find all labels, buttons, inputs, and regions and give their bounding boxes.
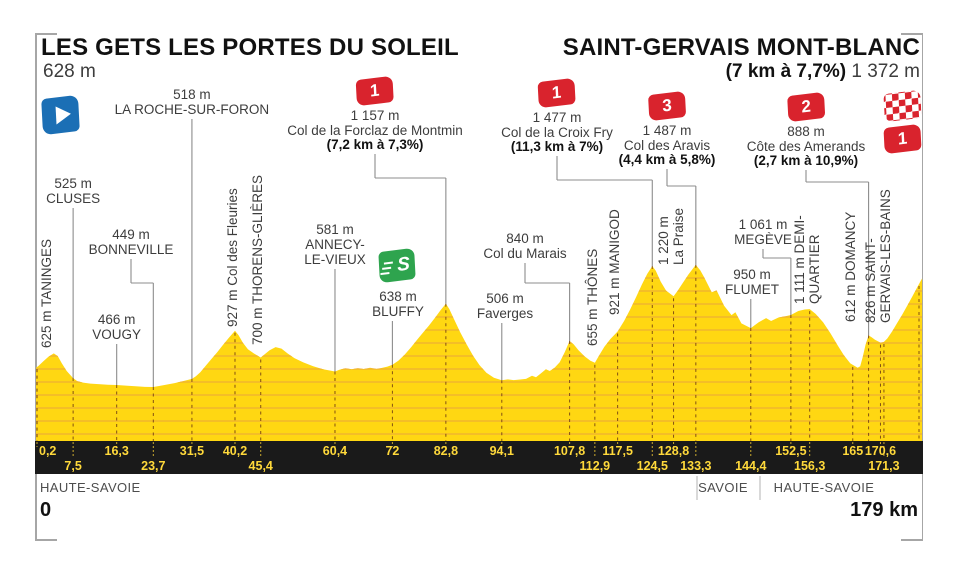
frame-left-line bbox=[35, 33, 37, 540]
climb-stats: (11,3 km à 7%) bbox=[510, 139, 604, 154]
waypoint-label-faverges: 506 m Faverges bbox=[476, 291, 534, 321]
climb-category-badge: 1 bbox=[355, 75, 395, 107]
waypoint-label-flumet: 950 m FLUMET bbox=[725, 267, 779, 297]
waypoint-label-manigod: 921 m MANIGOD bbox=[607, 209, 623, 316]
start-km: 0 bbox=[40, 499, 52, 521]
climb-name: Côte des Amerands bbox=[746, 138, 866, 154]
waypoint-label-la praise: 1 220 m La Praise bbox=[656, 207, 686, 265]
start-altitude: 628 m bbox=[43, 61, 96, 82]
km-tick-label: 144,4 bbox=[735, 458, 767, 473]
km-tick-label: 165 bbox=[842, 444, 864, 458]
waypoint-label-cluses: 525 m CLUSES bbox=[46, 176, 101, 206]
km-tick-label: 107,8 bbox=[553, 444, 586, 458]
climb-altitude: 1 157 m bbox=[350, 108, 400, 123]
km-tick-label: 45,4 bbox=[248, 458, 273, 473]
km-tick-label: 0,2 bbox=[39, 444, 57, 458]
waypoint-label-bonneville: 449 m BONNEVILLE bbox=[88, 227, 174, 257]
frame-bottom-left-tick bbox=[35, 539, 57, 541]
km-tick-label: 133,3 bbox=[680, 458, 712, 473]
sprint-speed-lines bbox=[383, 260, 394, 265]
region-label: HAUTE-SAVOIE bbox=[773, 480, 875, 495]
waypoint-label-vougy: 466 m VOUGY bbox=[92, 312, 142, 342]
waypoint-label-thorens-glières: 700 m THORENS-GLIÈRES bbox=[250, 175, 266, 346]
km-tick-label: 152,5 bbox=[775, 444, 807, 458]
km-tick-label: 171,3 bbox=[868, 458, 900, 473]
km-tick-label: 60,4 bbox=[322, 444, 348, 458]
start-flag-triangle bbox=[55, 104, 72, 125]
start-town-title: LES GETS LES PORTES DU SOLEIL bbox=[41, 34, 459, 61]
waypoint-label-annecy-le-vieux: 581 m ANNECY- LE-VIEUX bbox=[304, 222, 366, 267]
climb-stats: (2,7 km à 10,9%) bbox=[753, 153, 859, 168]
km-tick-label: 16,3 bbox=[104, 444, 129, 458]
climb-category-badge: 2 bbox=[786, 91, 826, 123]
climb-category-badge: 3 bbox=[647, 90, 687, 122]
waypoint-label-col des fleuries: 927 m Col des Fleuries bbox=[224, 187, 240, 327]
finish-altitude: 1 372 m bbox=[851, 61, 920, 82]
waypoint-label-domancy: 612 m DOMANCY bbox=[842, 212, 858, 323]
climb-stats: (7,2 km à 7,3%) bbox=[326, 137, 424, 152]
waypoint-label-megève: 1 061 m MEGÈVE bbox=[734, 217, 792, 247]
finish-climb-category-badge: 1 bbox=[883, 123, 922, 155]
climb-stats: (4,4 km à 5,8%) bbox=[618, 152, 716, 167]
climb-name: Col des Aravis bbox=[623, 137, 711, 153]
km-tick-label: 128,8 bbox=[657, 444, 690, 458]
km-tick-label: 124,5 bbox=[636, 458, 668, 473]
km-tick-label: 82,8 bbox=[433, 444, 459, 458]
finish-markers: 1 bbox=[883, 89, 922, 157]
region-label: HAUTE-SAVOIE bbox=[40, 480, 141, 495]
km-tick-label: 72 bbox=[385, 444, 400, 458]
climb-altitude: 888 m bbox=[787, 124, 825, 139]
climb-name: Col de la Croix Fry bbox=[501, 124, 613, 140]
km-tick-label: 156,3 bbox=[794, 458, 826, 473]
region-label: SAVOIE bbox=[698, 480, 748, 495]
frame-top-left-tick bbox=[35, 33, 57, 35]
waypoint-label-taninges: 625 m TANINGES bbox=[39, 239, 54, 349]
waypoint-label-thônes: 655 m THÔNES bbox=[584, 249, 600, 347]
waypoint-label-demi-quartier: 1 111 m DEMI- QUARTIER bbox=[792, 215, 822, 305]
sprint-s-glyph: S bbox=[396, 252, 411, 276]
climb-altitude: 1 487 m bbox=[642, 123, 692, 138]
profile-area bbox=[36, 264, 923, 441]
waypoint-label-col du marais: 840 m Col du Marais bbox=[483, 231, 567, 261]
km-tick-label: 112,9 bbox=[579, 458, 611, 473]
finish-checkered-flag-icon bbox=[883, 89, 922, 123]
climb-category-badge: 1 bbox=[537, 77, 577, 109]
finish-subheader: (7 km à 7,7%) 1 372 m bbox=[726, 61, 920, 83]
climb-label-côte-des-amerands: 2 888 m Côte des Amerands (2,7 km à 10,9%) bbox=[746, 91, 866, 169]
km-tick-label: 170,6 bbox=[864, 444, 897, 458]
km-tick-label: 94,1 bbox=[489, 444, 514, 458]
frame-top-right-tick bbox=[901, 33, 923, 35]
waypoint-label-la roche-sur-foron: 518 m LA ROCHE-SUR-FORON bbox=[114, 87, 270, 117]
frame-bottom-right-tick bbox=[901, 539, 923, 541]
km-tick-label: 7,5 bbox=[64, 458, 82, 473]
waypoint-label-saint-gervais-les-bains: 826 m SAINT- GERVAIS-LES-BAINS bbox=[862, 189, 893, 324]
climb-name: Col de la Forclaz de Montmin bbox=[287, 122, 463, 138]
finish-climb-stats: (7 km à 7,7%) bbox=[725, 61, 847, 82]
intermediate-sprint-icon: S bbox=[378, 247, 416, 284]
waypoint-label-bluffy: 638 m BLUFFY bbox=[372, 289, 424, 319]
km-tick-label: 117,5 bbox=[602, 444, 633, 458]
km-tick-label: 40,2 bbox=[222, 444, 248, 458]
km-tick-label: 31,5 bbox=[179, 444, 205, 458]
km-tick-label: 23,7 bbox=[141, 458, 166, 473]
total-distance: 179 km bbox=[850, 499, 918, 521]
start-flag-icon bbox=[41, 94, 80, 136]
km-axis-bar bbox=[35, 441, 923, 474]
finish-town-title: SAINT-GERVAIS MONT-BLANC bbox=[562, 34, 920, 61]
frame-right-line bbox=[921, 33, 923, 540]
climb-altitude: 1 477 m bbox=[532, 110, 582, 125]
